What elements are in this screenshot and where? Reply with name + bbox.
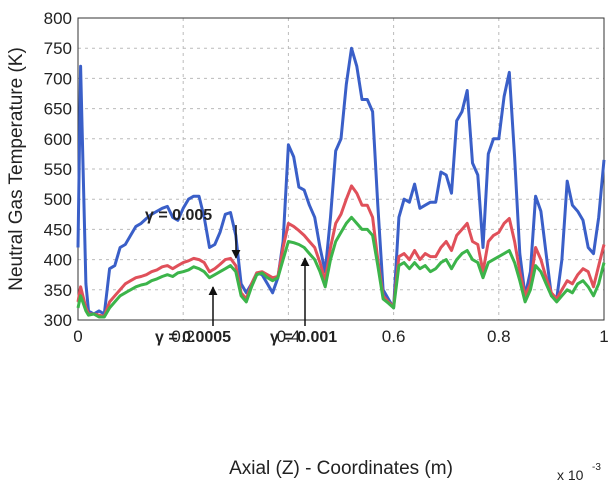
y-tick-label: 550: [44, 160, 72, 179]
data-line: [76, 46, 606, 316]
y-tick-label: 750: [44, 39, 72, 58]
x-axis-label: Axial (Z) - Coordinates (m): [229, 458, 453, 479]
data-line: [76, 215, 606, 319]
y-tick-label: 600: [44, 130, 72, 149]
x-tick-label: 0.6: [382, 327, 406, 346]
annotation: γ = 0.005: [145, 207, 212, 224]
y-tick-label: 450: [44, 220, 72, 239]
y-axis-label: Neutral Gas Temperature (K): [6, 47, 27, 291]
y-tick-label: 650: [44, 100, 72, 119]
x-tick-label: 0: [73, 327, 82, 346]
annotation: γ = 0.001: [270, 329, 337, 346]
x-tick-label: 1: [599, 327, 608, 346]
y-tick-label: 400: [44, 251, 72, 270]
y-tick-label: 500: [44, 190, 72, 209]
x-tick-label: 0.8: [487, 327, 511, 346]
x-tick-label: 0.4: [277, 327, 301, 346]
annotation: γ = 0.0005: [155, 329, 231, 346]
data-line: [76, 184, 606, 318]
y-tick-label: 350: [44, 281, 72, 300]
x-scale-base: x 10: [557, 467, 584, 483]
y-tick-label: 800: [44, 9, 72, 28]
x-scale-exponent: -3: [592, 462, 601, 473]
x-tick-label: 0.2: [171, 327, 195, 346]
y-tick-label: 300: [44, 311, 72, 330]
y-tick-label: 700: [44, 69, 72, 88]
